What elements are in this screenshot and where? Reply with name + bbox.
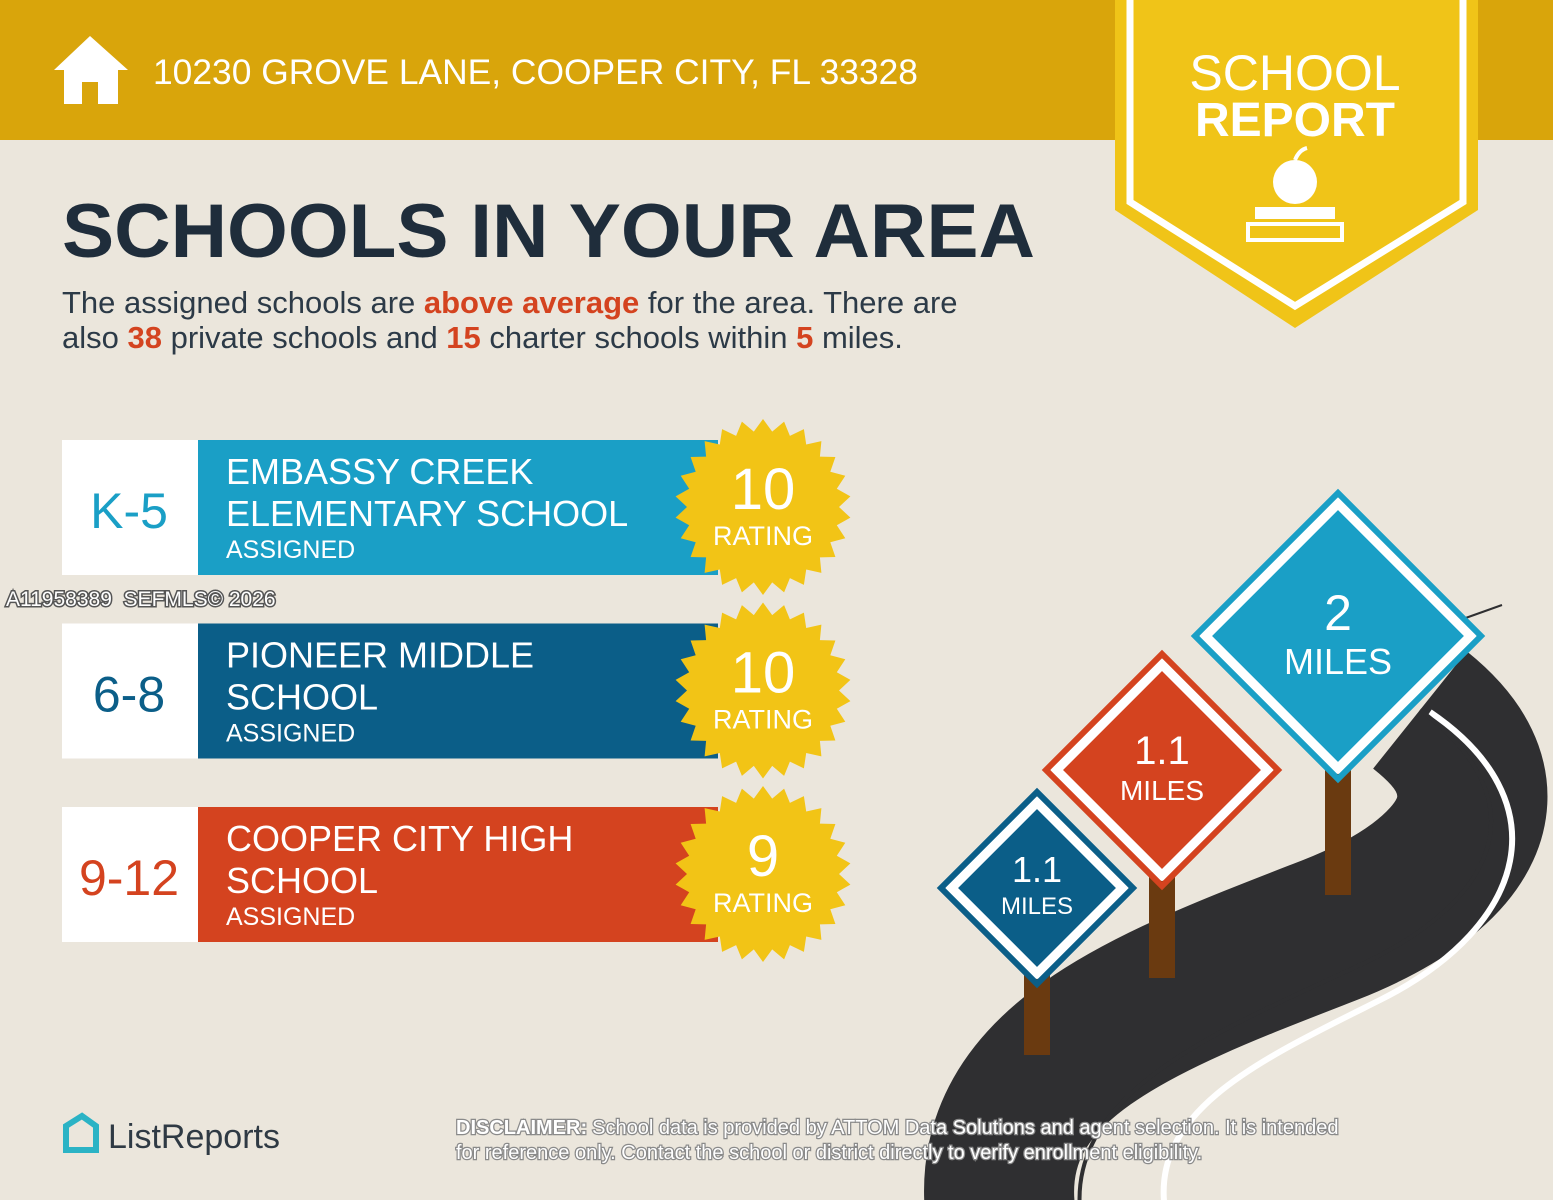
rating-starburst (675, 602, 851, 779)
sign-edge (1190, 488, 1486, 784)
school-name: SCHOOL (226, 677, 378, 718)
rating-label: RATING (713, 705, 813, 735)
summary-text: charter schools within (481, 320, 796, 355)
highlight: 15 (446, 320, 480, 355)
sign (946, 797, 1128, 979)
disclaimer-label: DISCLAIMER: (456, 1117, 587, 1139)
school-bar (198, 807, 718, 942)
status: ASSIGNED (226, 536, 355, 564)
status: ASSIGNED (226, 720, 355, 748)
school-name: ELEMENTARY SCHOOL (226, 493, 628, 534)
sign (1051, 659, 1273, 881)
school-name: EMBASSY CREEK (226, 451, 533, 492)
summary-text: also (62, 320, 127, 355)
rating-label: RATING (713, 521, 813, 551)
sign-edge (1041, 649, 1283, 891)
grade-box (62, 807, 198, 942)
sign-value: 2 (1324, 585, 1352, 641)
sign-unit: MILES (1120, 775, 1204, 806)
watermark: A11958389 SEFMLS© 2026 (6, 588, 276, 611)
summary-text: private schools and (162, 320, 446, 355)
sign-edge (936, 787, 1138, 989)
grades: 6-8 (93, 667, 165, 723)
logo-icon (63, 1112, 99, 1153)
highlight: above average (424, 285, 639, 320)
road-tip (1459, 604, 1503, 621)
title: SCHOOLS IN YOUR AREA (62, 189, 1035, 274)
badge-text: REPORT (1195, 94, 1395, 147)
school-name: COOPER CITY HIGH (226, 818, 573, 859)
summary-line: also 38 private schools and 15 charter s… (62, 320, 903, 355)
rating-label: RATING (713, 888, 813, 918)
rating-starburst (675, 786, 851, 962)
school-bar (198, 623, 718, 759)
disclaimer-text: for reference only. Contact the school o… (456, 1142, 1202, 1164)
school-name: PIONEER MIDDLE (226, 635, 534, 676)
road (924, 651, 1548, 1200)
school-bar (198, 440, 718, 575)
highlight: 5 (796, 320, 813, 355)
sign-unit: MILES (1001, 893, 1073, 920)
school-name: SCHOOL (226, 860, 378, 901)
apple-books-icon (1246, 146, 1344, 242)
rating: 9 (747, 824, 779, 889)
summary-text: miles. (813, 320, 903, 355)
grades: 9-12 (79, 850, 179, 906)
grades: K-5 (90, 483, 168, 539)
status: ASSIGNED (226, 903, 355, 931)
disclaimer-text: School data is provided by ATTOM Data So… (592, 1117, 1338, 1139)
grade-box (62, 440, 198, 575)
badge-border (1126, 0, 1467, 311)
summary-text: The assigned schools are (62, 285, 424, 320)
house-icon (54, 36, 128, 104)
sign-unit: MILES (1284, 641, 1392, 682)
summary-line: The assigned schools are above average f… (62, 285, 958, 320)
disclaimer-line: DISCLAIMER: School data is provided by AT… (456, 1117, 1338, 1139)
summary-text: for the area. There are (639, 285, 957, 320)
grade-box (62, 623, 198, 759)
sign-value: 1.1 (1012, 849, 1062, 890)
disclaimer-line: for reference only. Contact the school o… (456, 1142, 1202, 1164)
rating: 10 (731, 641, 796, 706)
sign (1200, 498, 1476, 774)
badge-text: SCHOOL (1189, 45, 1400, 101)
rating-starburst (675, 419, 851, 595)
road-edge (1077, 708, 1493, 1200)
address: 10230 GROVE LANE, COOPER CITY, FL 33328 (153, 53, 918, 92)
logo: ListReports (108, 1118, 280, 1156)
rating: 10 (731, 457, 796, 522)
road-line (1160, 709, 1515, 1200)
highlight: 38 (127, 320, 161, 355)
sign-value: 1.1 (1134, 729, 1190, 773)
